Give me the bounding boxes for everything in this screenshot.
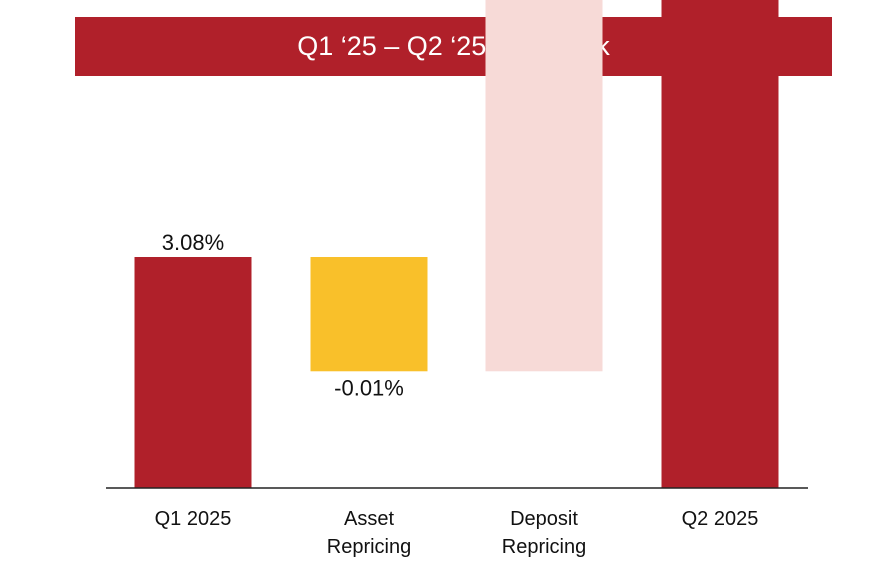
category-label-2-line-2: Repricing [327,536,411,558]
category-label-3-line-2: Repricing [502,536,586,558]
category-label-3-line-1: Deposit [510,508,578,530]
data-label-1: 3.08% [162,230,224,255]
data-label-2: -0.01% [334,375,404,400]
bar-1 [134,257,252,488]
category-label-1: Q1 2025 [155,508,232,530]
bar-2 [310,257,428,372]
category-label-4: Q2 2025 [682,508,759,530]
category-label-2-line-1: Asset [344,508,394,530]
bar-3 [485,0,603,372]
bar-4 [661,0,779,488]
